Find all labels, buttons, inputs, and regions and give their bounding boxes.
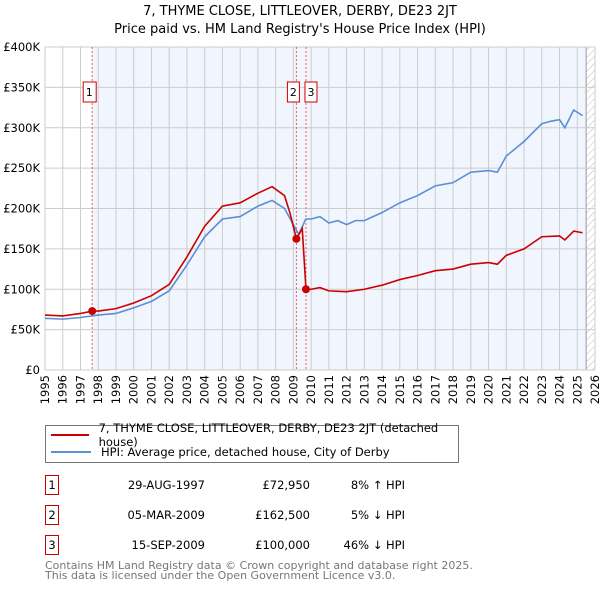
x-tick-label: 2003 <box>180 375 194 404</box>
legend-swatch-blue <box>51 450 91 453</box>
y-tick-label: £400K <box>3 40 40 54</box>
sale-label: 2 <box>290 86 297 99</box>
sale-point <box>88 307 97 316</box>
transaction-date: 15-SEP-2009 <box>131 538 205 552</box>
sale-label-box <box>304 81 318 103</box>
x-tick-label: 2011 <box>322 375 336 404</box>
x-tick-label: 2010 <box>304 375 318 404</box>
transaction-row: 3 15-SEP-2009 £100,000 46% ↓ HPI <box>45 535 405 555</box>
x-tick-label: 2004 <box>198 375 212 404</box>
transaction-hpi-delta: 46% ↓ HPI <box>343 538 405 552</box>
x-tick-label: 2014 <box>375 375 389 404</box>
x-tick-label: 2019 <box>464 375 478 404</box>
x-tick-label: 1996 <box>56 375 70 404</box>
sale-label: 3 <box>307 86 314 99</box>
transaction-number: 3 <box>45 535 59 555</box>
y-tick-label: £150K <box>3 242 40 256</box>
y-tick-label: £250K <box>3 161 40 175</box>
sale-point <box>301 285 310 294</box>
sale-label-box <box>286 81 300 103</box>
x-tick-label: 1997 <box>73 375 87 404</box>
y-tick-label: £350K <box>3 80 40 94</box>
x-tick-label: 1995 <box>38 375 52 404</box>
x-tick-label: 1998 <box>91 375 105 404</box>
x-tick-label: 2008 <box>269 375 283 404</box>
x-tick-label: 2009 <box>286 375 300 404</box>
x-tick-label: 2023 <box>535 375 549 404</box>
x-tick-label: 2021 <box>499 375 513 404</box>
x-tick-label: 2000 <box>127 375 141 404</box>
x-tick-label: 2022 <box>517 375 531 404</box>
x-tick-label: 1999 <box>109 375 123 404</box>
transaction-price: £100,000 <box>255 538 310 552</box>
transaction-price: £162,500 <box>255 508 310 522</box>
transaction-row: 1 29-AUG-1997 £72,950 8% ↑ HPI <box>45 475 405 495</box>
legend-label: HPI: Average price, detached house, City… <box>101 444 390 459</box>
x-tick-label: 2012 <box>340 375 354 404</box>
x-tick-label: 2001 <box>144 375 158 404</box>
x-tick-label: 2018 <box>446 375 460 404</box>
sale-label: 1 <box>86 86 93 99</box>
transaction-price: £72,950 <box>262 478 310 492</box>
legend-item-hpi: HPI: Average price, detached house, City… <box>46 443 458 460</box>
x-tick-label: 2025 <box>570 375 584 404</box>
sale-point <box>292 234 301 243</box>
subtitle-line: Price paid vs. HM Land Registry's House … <box>114 22 486 37</box>
transaction-hpi-delta: 8% ↑ HPI <box>350 478 405 492</box>
legend-label: 7, THYME CLOSE, LITTLEOVER, DERBY, DE23 … <box>98 420 439 449</box>
y-tick-label: £100K <box>3 282 40 296</box>
y-tick-label: £50K <box>11 323 41 337</box>
transaction-number: 1 <box>45 475 59 495</box>
x-tick-label: 2006 <box>233 375 247 404</box>
footer-line: This data is licensed under the Open Gov… <box>45 569 396 582</box>
x-tick-label: 2020 <box>482 375 496 404</box>
legend-item-property: 7, THYME CLOSE, LITTLEOVER, DERBY, DE23 … <box>46 421 458 449</box>
transaction-row: 2 05-MAR-2009 £162,500 5% ↓ HPI <box>45 505 405 525</box>
x-tick-label: 2002 <box>162 375 176 404</box>
x-tick-label: 2005 <box>215 375 229 404</box>
footer: Contains HM Land Registry data © Crown c… <box>45 559 473 582</box>
legend-swatch-red <box>51 433 89 436</box>
price-chart: 1995 1996 1997 1998 1999 2000 2001 2002 2003 2004… <box>3 40 600 404</box>
x-tick-label: 2026 <box>588 375 600 404</box>
transaction-hpi-delta: 5% ↓ HPI <box>350 508 405 522</box>
transaction-date: 05-MAR-2009 <box>127 508 205 522</box>
x-tick-label: 2024 <box>553 375 567 404</box>
y-tick-label: £0 <box>25 363 40 377</box>
x-tick-label: 2015 <box>393 375 407 404</box>
y-tick-label: £300K <box>3 121 40 135</box>
x-tick-label: 2017 <box>428 375 442 404</box>
transaction-date: 29-AUG-1997 <box>127 478 205 492</box>
title-line: 7, THYME CLOSE, LITTLEOVER, DERBY, DE23 … <box>143 4 457 19</box>
hpi-line <box>44 108 584 320</box>
chart-title: 7, THYME CLOSE, LITTLEOVER, DERBY, DE23 … <box>0 3 600 39</box>
footer-line: Contains HM Land Registry data © Crown c… <box>45 559 473 572</box>
sale-label-box <box>82 81 97 103</box>
x-tick-label: 2016 <box>411 375 425 404</box>
chart-legend: 7, THYME CLOSE, LITTLEOVER, DERBY, DE23 … <box>45 421 459 463</box>
y-tick-label: £200K <box>3 202 40 216</box>
transaction-number: 2 <box>45 505 59 525</box>
x-tick-label: 2007 <box>251 375 265 404</box>
x-tick-label: 2013 <box>357 375 371 404</box>
